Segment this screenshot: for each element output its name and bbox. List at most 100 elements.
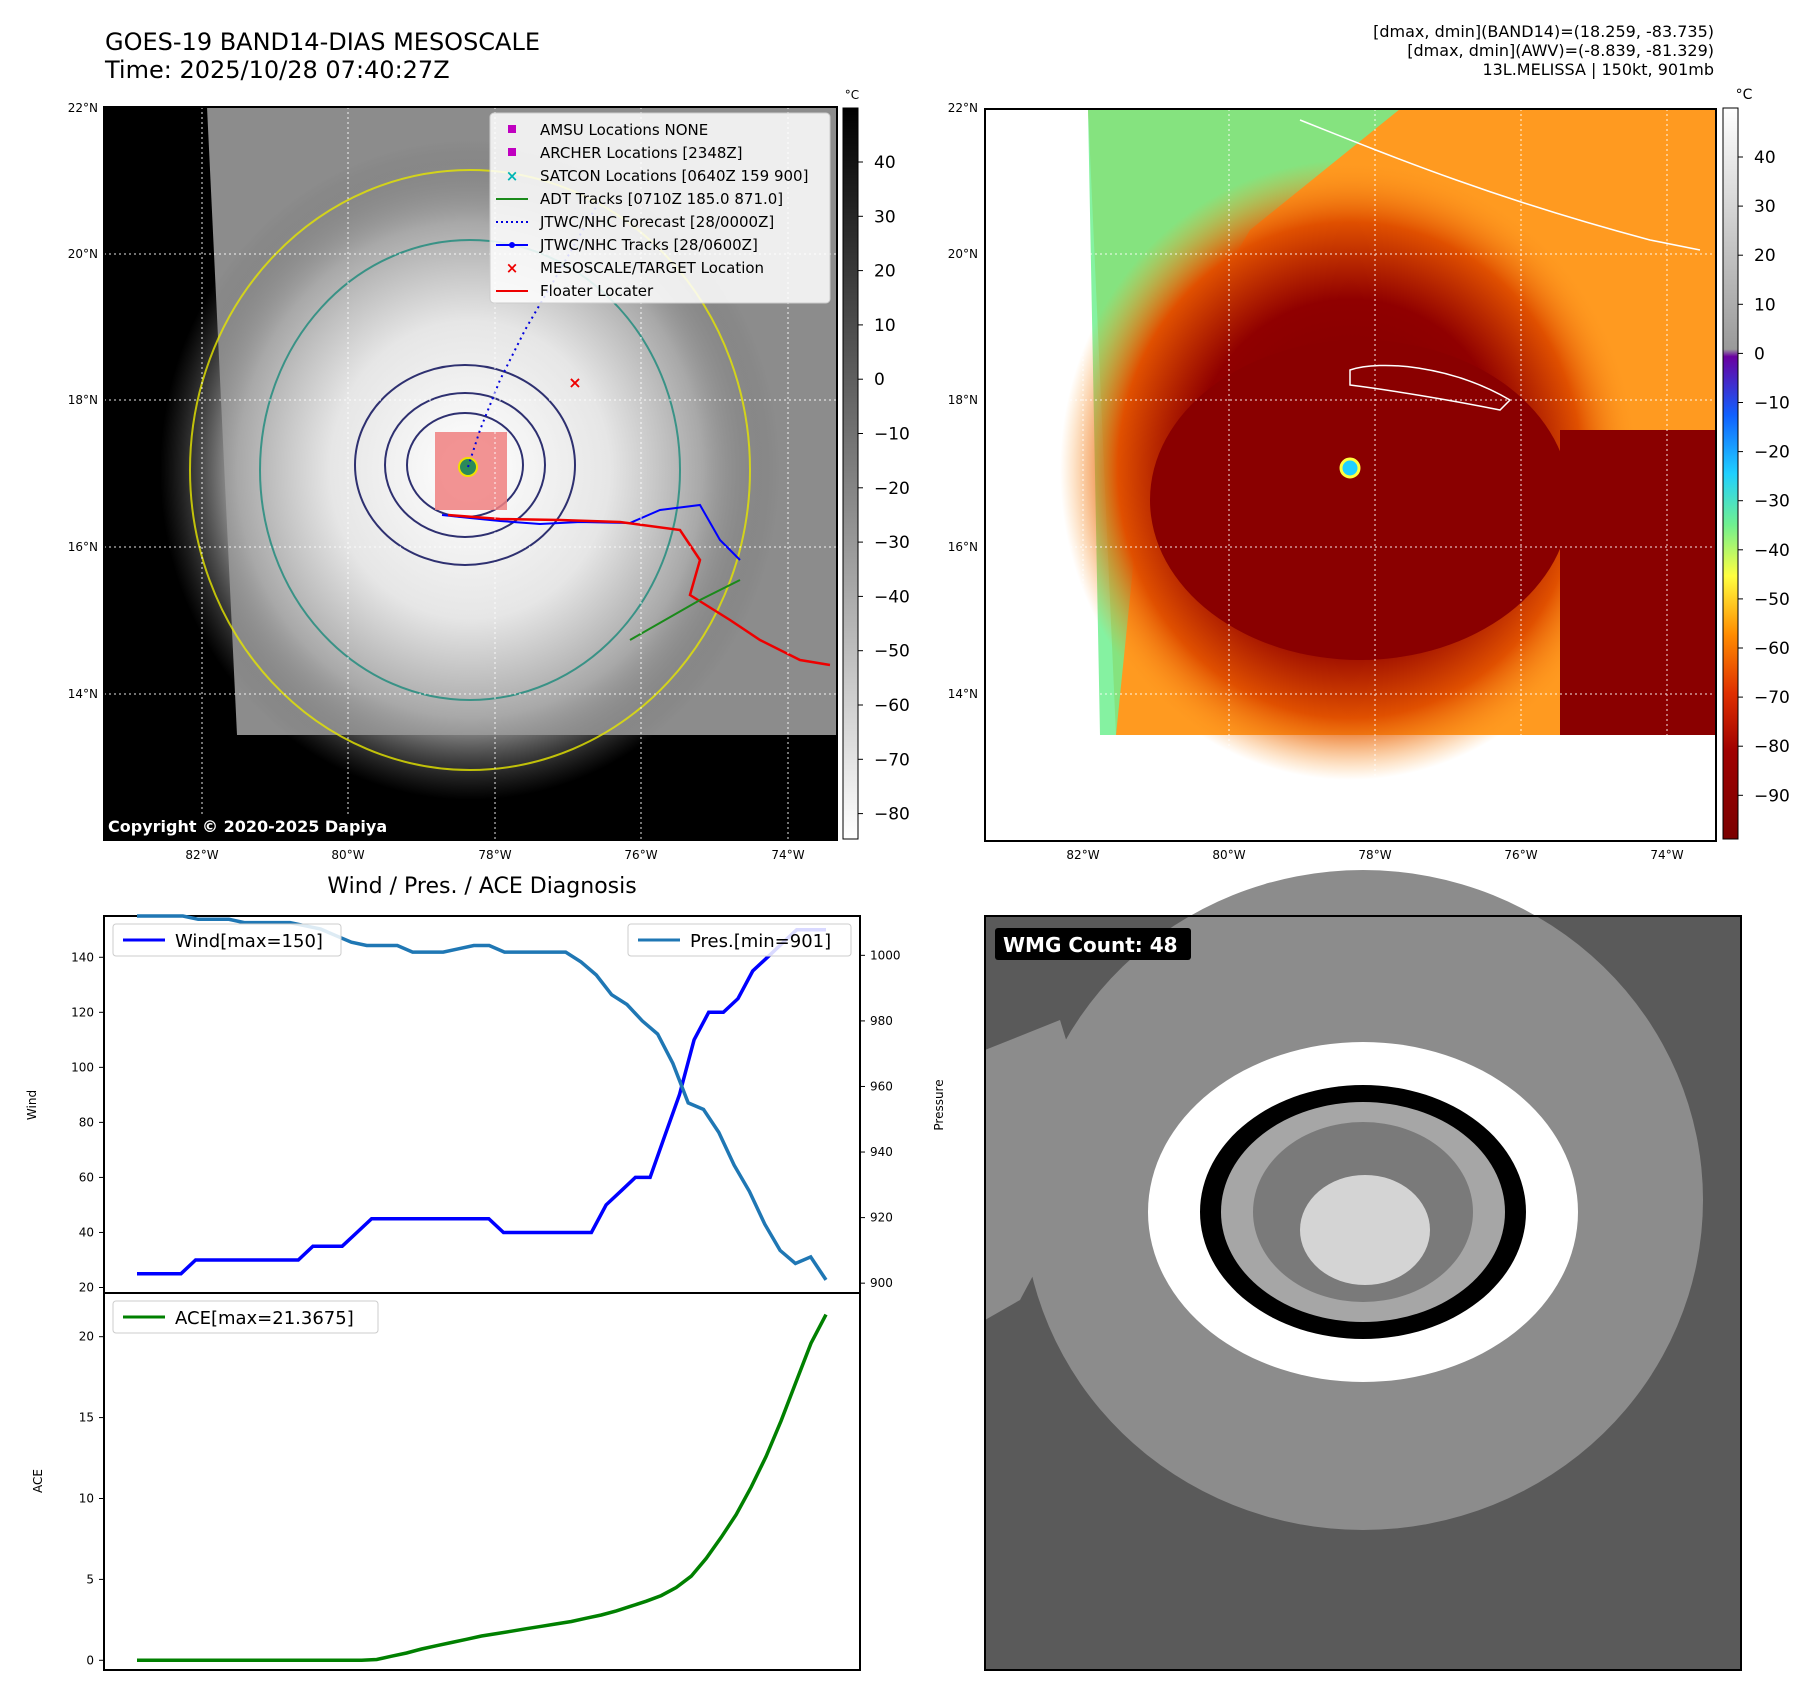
lat-tick-label: 20°N <box>68 247 98 261</box>
legend-x-icon: × <box>506 259 519 277</box>
title-line-1: GOES-19 BAND14-DIAS MESOSCALE <box>105 28 541 56</box>
ir-colorbar: °C 40 30 20 10 0 −10 −20 −30 −40 −50 −60 −70 −80 <box>842 88 910 840</box>
map-legend-label: JTWC/NHC Tracks [28/0600Z] <box>539 236 758 254</box>
colorbar-tick-label: −10 <box>1754 394 1790 414</box>
map-legend-item: ARCHER Locations [2348Z] <box>508 144 743 162</box>
colorbar-tick-label: 0 <box>874 370 885 390</box>
jamaica-coastline <box>1349 364 1512 411</box>
colorbar-tick-label: 20 <box>1754 246 1776 266</box>
colorbar-tick-label: −30 <box>874 533 910 553</box>
ace-tick-label: 0 <box>86 1653 94 1667</box>
lon-tick-label: 74°W <box>1650 848 1683 862</box>
target-marker: × <box>568 373 581 392</box>
colorbar-tick-label: −40 <box>1754 541 1790 561</box>
colorbar-tick-label: 30 <box>1754 197 1776 217</box>
map-legend-label: AMSU Locations NONE <box>540 121 708 139</box>
lat-tick-label: 14°N <box>68 687 98 701</box>
lon-tick-label: 74°W <box>771 848 804 862</box>
map-legend-label: SATCON Locations [0640Z 159 900] <box>540 167 808 185</box>
wind-legend: Wind[max=150] <box>112 923 342 957</box>
colorbar-tick-label: −60 <box>1754 639 1790 659</box>
lat-tick-label: 16°N <box>68 540 98 554</box>
colorbar-tick-label: 10 <box>874 316 896 336</box>
info-line-2: [dmax, dmin](AWV)=(-8.839, -81.329) <box>1407 41 1714 60</box>
wind-tick-label: 60 <box>79 1170 94 1184</box>
wind-legend-label: Wind[max=150] <box>175 931 323 952</box>
ir-colorbar-unit: °C <box>845 88 859 102</box>
diagnosis-chart-title: Wind / Pres. / ACE Diagnosis <box>327 874 636 899</box>
title-line-2: Time: 2025/10/28 07:40:27Z <box>105 56 450 84</box>
legend-square-icon <box>508 125 516 133</box>
wmg-count-label: WMG Count: 48 <box>1003 933 1178 957</box>
colorbar-tick-label: −50 <box>1754 590 1790 610</box>
lat-tick-label: 16°N <box>948 540 978 554</box>
map-legend-label: MESOSCALE/TARGET Location <box>540 259 764 277</box>
figure-title: GOES-19 BAND14-DIAS MESOSCALE Time: 2025… <box>105 28 540 84</box>
lon-tick-label: 80°W <box>331 848 364 862</box>
pressure-tick-label: 960 <box>870 1079 893 1093</box>
colorbar-tick-label: 30 <box>874 207 896 227</box>
colorbar-tick-label: 20 <box>874 262 896 282</box>
adt-track <box>629 579 741 641</box>
lon-tick-label: 82°W <box>185 848 218 862</box>
colorbar-tick-label: −10 <box>874 425 910 445</box>
map-legend-label: ARCHER Locations [2348Z] <box>540 144 743 162</box>
colorbar-tick-label: 0 <box>1754 344 1765 364</box>
copyright-label: Copyright © 2020-2025 Dapiya <box>108 817 387 836</box>
map-legend-item: AMSU Locations NONE <box>508 121 708 139</box>
map-legend-item: × SATCON Locations [0640Z 159 900] <box>506 167 809 185</box>
wind-pressure-chart: 20 40 60 80 100 120 140 900 920 940 960 980 1000 Wi… <box>25 914 946 1294</box>
colorbar-tick-label: −80 <box>874 805 910 825</box>
map-legend-label: JTWC/NHC Forecast [28/0000Z] <box>539 213 774 231</box>
map-legend-item: Floater Locater <box>496 282 654 300</box>
ace-legend-label: ACE[max=21.3675] <box>175 1308 354 1329</box>
warm-eye <box>1339 457 1361 479</box>
info-line-1: [dmax, dmin](BAND14)=(18.259, -83.735) <box>1373 22 1714 41</box>
colorbar-tick-label: −80 <box>1754 737 1790 757</box>
colorbar-tick-label: −60 <box>874 696 910 716</box>
wind-tick-label: 120 <box>71 1005 94 1019</box>
colorbar-tick-label: −30 <box>1754 492 1790 512</box>
map-legend-label: Floater Locater <box>540 282 654 300</box>
pressure-tick-label: 1000 <box>870 948 901 962</box>
pressure-legend: Pres.[min=901] <box>627 923 852 957</box>
legend-dot-icon <box>509 242 515 248</box>
lon-tick-label: 82°W <box>1066 848 1099 862</box>
map-legend: AMSU Locations NONE ARCHER Locations [234… <box>489 112 831 304</box>
colorbar-tick-label: −70 <box>1754 688 1790 708</box>
legend-x-icon: × <box>506 167 519 185</box>
lat-tick-label: 18°N <box>948 393 978 407</box>
wmg-eye <box>1300 1175 1430 1285</box>
ace-tick-label: 20 <box>79 1330 94 1344</box>
pressure-axis-label: Pressure <box>932 1079 946 1130</box>
wmg-panel: WMG Count: 48 <box>984 870 1742 1671</box>
ace-tick-label: 10 <box>79 1491 94 1505</box>
colorbar-tick-label: −20 <box>1754 443 1790 463</box>
wind-axis-label: Wind <box>25 1090 39 1120</box>
wind-tick-label: 20 <box>79 1280 94 1294</box>
ace-tick-label: 5 <box>86 1572 94 1586</box>
map-legend-item: × MESOSCALE/TARGET Location <box>506 259 764 277</box>
info-line-3: 13L.MELISSA | 150kt, 901mb <box>1482 60 1714 79</box>
lat-tick-label: 22°N <box>948 101 978 115</box>
ace-tick-label: 15 <box>79 1411 94 1425</box>
wind-tick-label: 80 <box>79 1115 94 1129</box>
colorbar-tick-label: 40 <box>1754 148 1776 168</box>
lon-tick-label: 78°W <box>1358 848 1391 862</box>
wind-tick-label: 140 <box>71 950 94 964</box>
lat-tick-label: 18°N <box>68 393 98 407</box>
colorbar-tick-label: −40 <box>874 587 910 607</box>
lat-tick-label: 14°N <box>948 687 978 701</box>
pressure-legend-label: Pres.[min=901] <box>690 931 831 952</box>
wind-series-line <box>137 928 826 1276</box>
jtwc-forecast <box>467 199 601 468</box>
map-legend-item: ADT Tracks [0710Z 185.0 871.0] <box>496 190 783 208</box>
colorbar-tick-label: 40 <box>874 153 896 173</box>
lat-tick-label: 20°N <box>948 247 978 261</box>
wind-tick-label: 100 <box>71 1060 94 1074</box>
pressure-tick-label: 900 <box>870 1276 893 1290</box>
floater-track <box>447 513 831 667</box>
lon-tick-label: 80°W <box>1212 848 1245 862</box>
ace-legend: ACE[max=21.3675] <box>112 1300 379 1334</box>
